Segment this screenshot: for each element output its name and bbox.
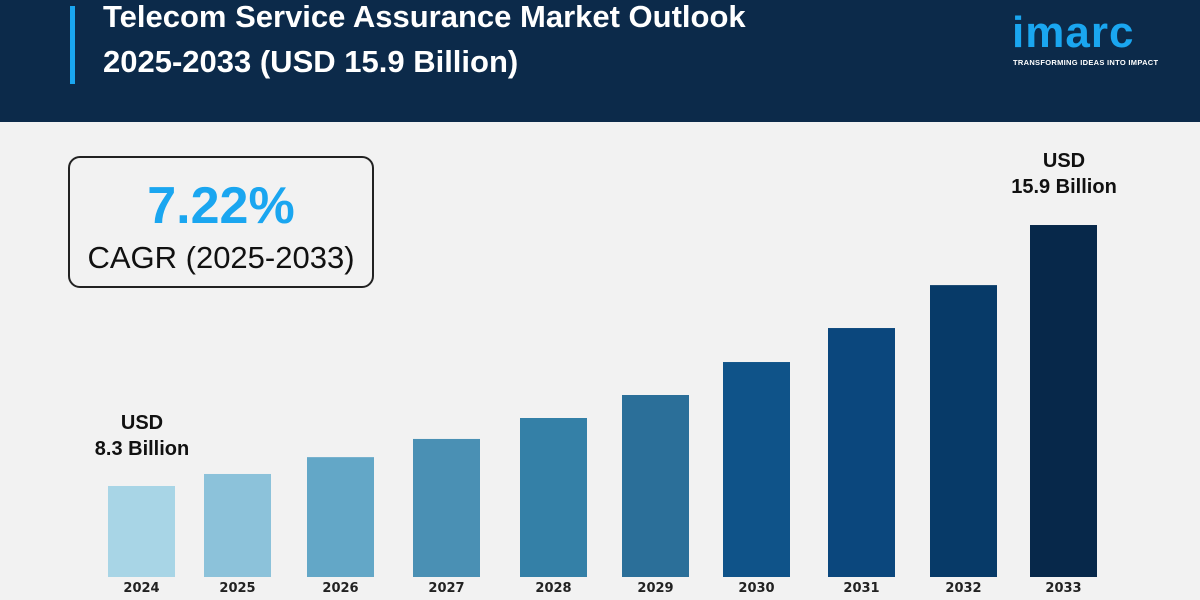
x-tick-label-2028: 2028 bbox=[535, 581, 571, 596]
annotation-2033: USD 15.9 Billion bbox=[984, 148, 1144, 200]
bar-2031 bbox=[828, 328, 895, 577]
logo-tagline: TRANSFORMING IDEAS INTO IMPACT bbox=[1013, 58, 1159, 67]
header-banner: Telecom Service Assurance Market Outlook… bbox=[0, 0, 1200, 122]
x-tick-label-2024: 2024 bbox=[123, 581, 159, 596]
annotation-2033-line1: USD bbox=[1042, 150, 1086, 172]
cagr-label: CAGR (2025-2033) bbox=[87, 240, 355, 275]
bar-2027 bbox=[413, 438, 480, 577]
page-title: Telecom Service Assurance Market Outlook… bbox=[103, 0, 903, 84]
annotation-2024-line1: USD bbox=[120, 412, 164, 434]
logo-wordmark: imarc bbox=[1012, 8, 1135, 57]
bar-2025 bbox=[204, 473, 271, 577]
bar-2032 bbox=[930, 285, 997, 577]
title-line-2: 2025-2033 (USD 15.9 Billion) bbox=[103, 44, 519, 79]
x-tick-label-2030: 2030 bbox=[738, 581, 774, 596]
x-tick-label-2025: 2025 bbox=[219, 581, 255, 596]
x-tick-label-2026: 2026 bbox=[322, 581, 358, 596]
x-tick-label-2032: 2032 bbox=[945, 581, 981, 596]
x-tick-label-2031: 2031 bbox=[843, 581, 879, 596]
imarc-logo: imarc TRANSFORMING IDEAS INTO IMPACT bbox=[1010, 2, 1170, 72]
title-accent-bar bbox=[70, 6, 75, 84]
cagr-box: 7.22% CAGR (2025-2033) bbox=[68, 156, 374, 288]
x-tick-label-2029: 2029 bbox=[637, 581, 673, 596]
title-line-1: Telecom Service Assurance Market Outlook bbox=[103, 0, 746, 34]
bar-2026 bbox=[307, 457, 374, 577]
x-tick-label-2033: 2033 bbox=[1045, 581, 1081, 596]
bar-2030 bbox=[723, 362, 790, 577]
cagr-value: 7.22% bbox=[147, 177, 295, 235]
bar-2024 bbox=[108, 485, 175, 577]
bar-2029 bbox=[622, 394, 689, 577]
annotation-2033-line2: 15.9 Billion bbox=[1011, 176, 1117, 198]
x-tick-label-2027: 2027 bbox=[428, 581, 464, 596]
bar-2028 bbox=[520, 418, 587, 577]
annotation-2024-line2: 8.3 Billion bbox=[94, 438, 190, 460]
bar-2033 bbox=[1030, 225, 1097, 577]
annotation-2024: USD 8.3 Billion bbox=[62, 410, 222, 462]
